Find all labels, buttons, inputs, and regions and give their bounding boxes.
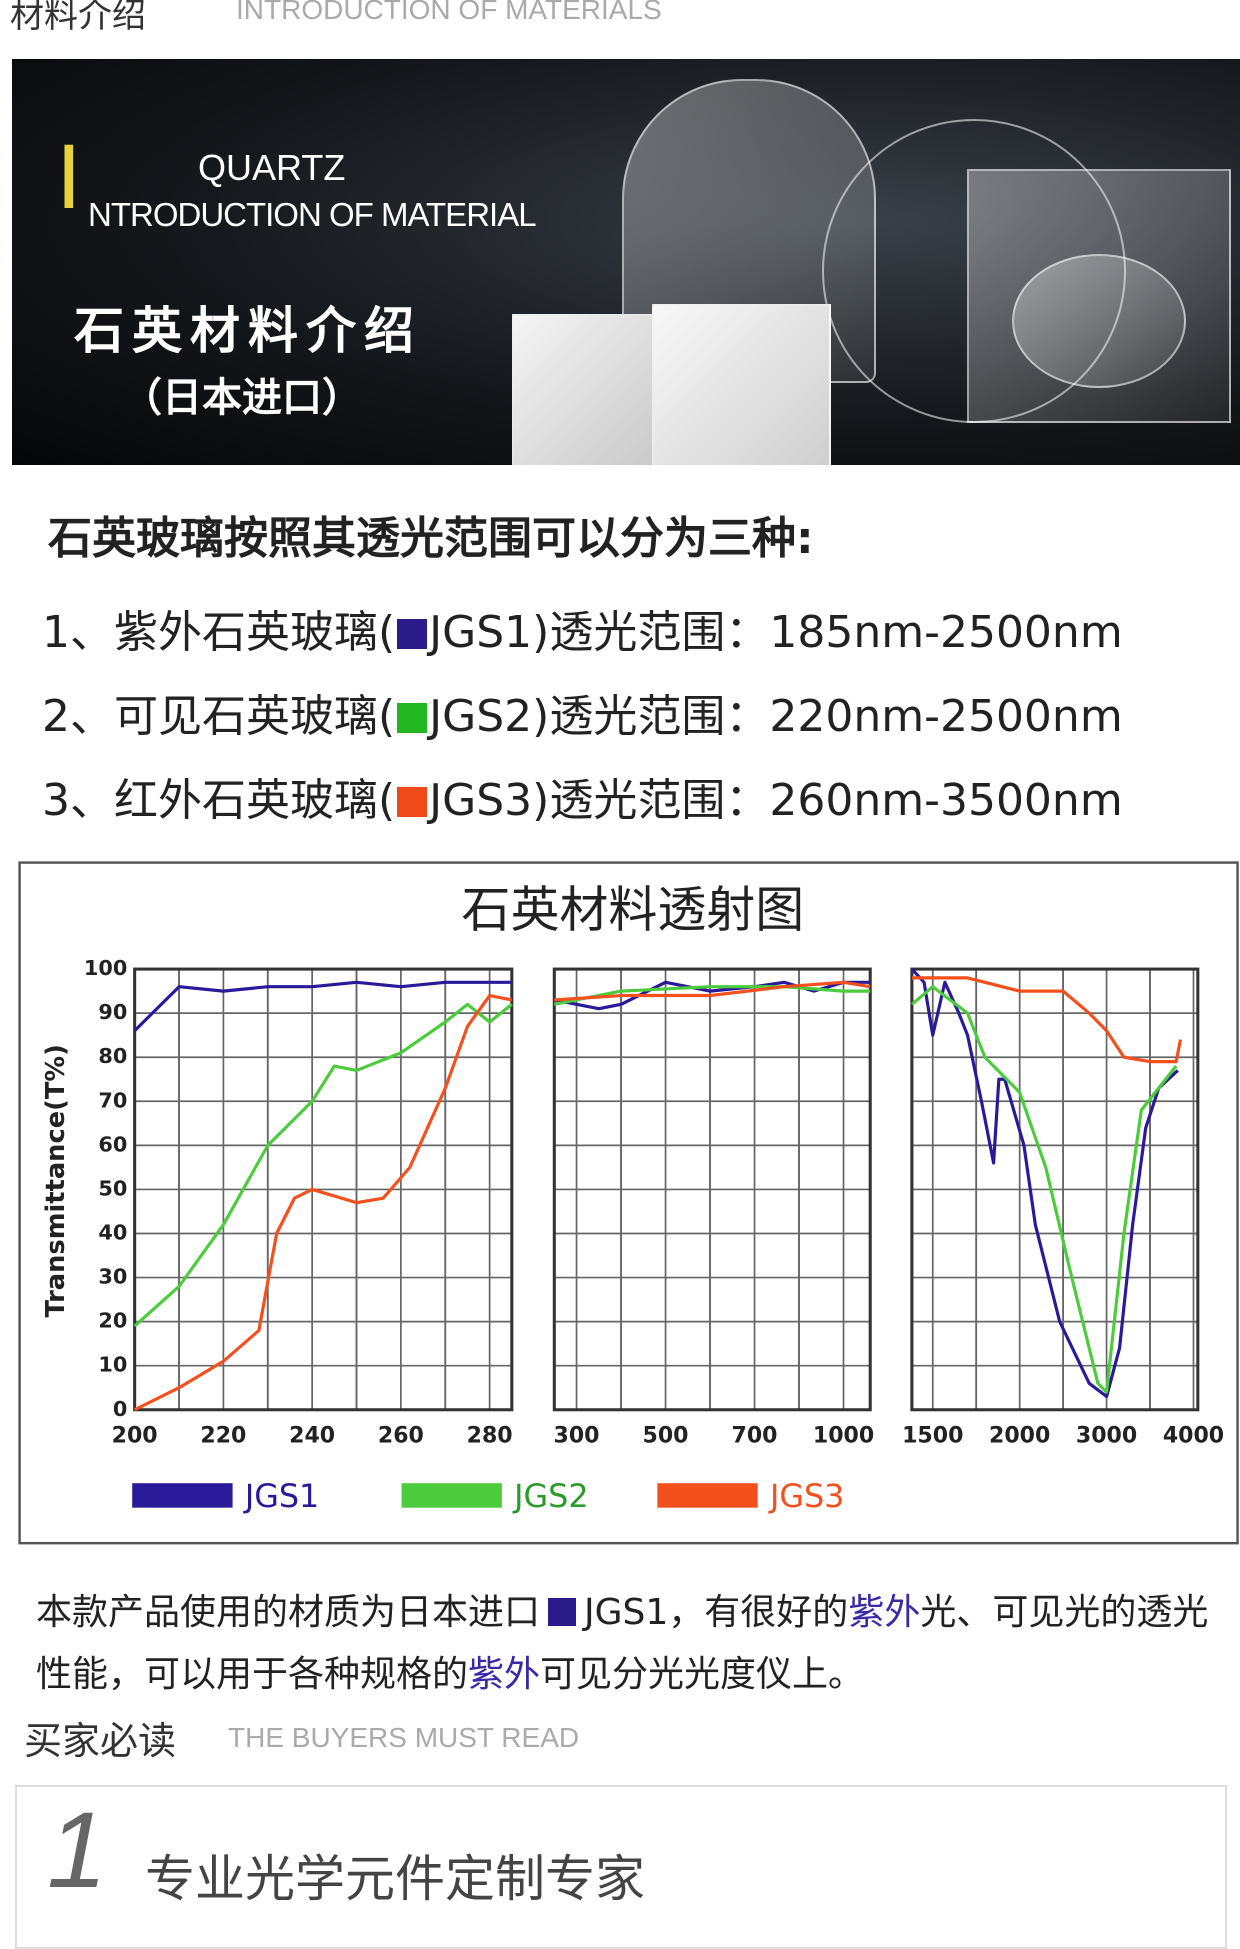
panel-frame: [910, 967, 1200, 1412]
x-tick-label: 4000: [1163, 1424, 1224, 1449]
legend-label: JGS3: [768, 1477, 844, 1515]
header-subtitle: INTRODUCTION OF MATERIALS: [236, 0, 662, 25]
item-swatch: [397, 703, 428, 733]
section2-subtitle: THE BUYERS MUST READ: [228, 1722, 580, 1753]
paragraph-text: 本款产品使用的材质为日本进口: [36, 1592, 541, 1633]
x-tick-label: 300: [554, 1424, 600, 1449]
y-tick-label: 60: [98, 1132, 127, 1156]
list-item: 2、可见石英玻璃( JGS2)透光范围：220nm-2500nm: [42, 680, 1123, 744]
item-prefix: 2、可见石英玻璃(: [42, 691, 396, 742]
x-tick-label: 1000: [813, 1424, 874, 1449]
glass-cube: [512, 314, 666, 465]
header-title: 材料介绍: [10, 0, 146, 36]
x-tick-label: 700: [732, 1424, 778, 1449]
y-tick-label: 20: [98, 1309, 127, 1333]
list-item: 1、紫外石英玻璃( JGS1)透光范围：185nm-2500nm: [42, 596, 1123, 660]
item-name: JGS1: [429, 607, 533, 658]
legend-swatch: [401, 1483, 502, 1508]
card-number: 1: [47, 1789, 108, 1910]
banner-initial: I: [56, 126, 82, 228]
paragraph-highlight: 紫外: [848, 1592, 921, 1633]
item-suffix: )透光范围：: [532, 775, 770, 826]
paragraph-text: 光、可见光的透光性能，可以用于各种规格的: [36, 1592, 1209, 1695]
series-line: [553, 985, 871, 1006]
chart: 石英材料透射图 Transmittance(T%) 200 220 240 260 28…: [18, 861, 1239, 1545]
item-swatch: [397, 619, 428, 649]
series-line: [910, 968, 1179, 1399]
series-line: [911, 976, 1183, 1064]
x-tick-label: 220: [200, 1424, 246, 1449]
series-line: [133, 993, 513, 1412]
legend-label: JGS1: [243, 1477, 319, 1515]
series-line: [133, 1002, 513, 1328]
banner: I QUARTZ NTRODUCTION OF MATERIAL 石英材料介绍 …: [12, 59, 1240, 465]
y-tick-label: 90: [98, 1000, 127, 1024]
x-tick-label: 260: [378, 1424, 424, 1449]
x-tick-label: 3000: [1076, 1424, 1137, 1449]
section2-title: 买家必读: [24, 1719, 177, 1763]
glass-ring: [1012, 254, 1186, 388]
x-tick-label: 2000: [989, 1424, 1050, 1449]
paragraph-text: JGS1: [584, 1592, 669, 1633]
banner-line1: QUARTZ: [198, 147, 346, 188]
card: 1 专业光学元件定制专家: [15, 1785, 1227, 1949]
x-tick-label: 240: [289, 1424, 335, 1449]
y-tick-label: 70: [98, 1088, 127, 1112]
item-range: 185nm-2500nm: [769, 607, 1123, 658]
paragraph: 本款产品使用的材质为日本进口 JGS1，有很好的紫外光、可见光的透光性能，可以用于…: [36, 1582, 1226, 1706]
legend-label: JGS2: [512, 1477, 588, 1515]
item-range: 260nm-3500nm: [769, 775, 1123, 826]
paragraph-highlight: 紫外: [468, 1654, 541, 1695]
item-suffix: )透光范围：: [532, 607, 770, 658]
item-prefix: 1、紫外石英玻璃(: [42, 607, 396, 658]
item-suffix: )透光范围：: [532, 691, 770, 742]
series-line: [910, 985, 1178, 1394]
panel-frame: [552, 967, 872, 1412]
y-tick-label: 40: [98, 1220, 127, 1244]
panel-frame: [133, 967, 514, 1412]
banner-line2: NTRODUCTION OF MATERIAL: [88, 196, 537, 233]
glass-cube: [652, 304, 831, 465]
x-tick-label: 500: [643, 1424, 689, 1449]
y-tick-label: 30: [98, 1265, 127, 1289]
paragraph-text: 可见分光光度仪上。: [540, 1654, 865, 1695]
x-tick-label: 1500: [902, 1424, 963, 1449]
x-tick-label: 200: [112, 1424, 158, 1449]
item-range: 220nm-2500nm: [769, 691, 1123, 742]
y-axis-label: Transmittance(T%): [41, 1044, 71, 1317]
y-tick-label: 0: [113, 1397, 127, 1421]
y-tick-label: 80: [98, 1044, 127, 1068]
list-item: 3、红外石英玻璃( JGS3)透光范围：260nm-3500nm: [42, 764, 1123, 828]
chart-title: 石英材料透射图: [462, 881, 805, 938]
y-tick-label: 10: [98, 1353, 127, 1377]
paragraph-text: ，有很好的: [668, 1592, 849, 1633]
banner-cn-sub: （日本进口）: [122, 374, 362, 421]
x-tick-label: 280: [467, 1424, 513, 1449]
legend-swatch: [657, 1483, 758, 1508]
series-line: [133, 980, 512, 1032]
swatch: [548, 1598, 577, 1626]
y-tick-label: 100: [84, 956, 127, 980]
banner-cn-title: 石英材料介绍: [74, 301, 422, 360]
series-line: [554, 980, 871, 1002]
card-text: 专业光学元件定制专家: [145, 1850, 645, 1908]
intro-heading: 石英玻璃按照其透光范围可以分为三种:: [48, 513, 814, 564]
plot: 200 220 240 260 280 300 500 700 1000 1500 2000 3000…: [84, 956, 1224, 1515]
y-tick-label: 50: [98, 1176, 127, 1200]
item-prefix: 3、红外石英玻璃(: [42, 775, 396, 826]
item-swatch: [397, 787, 428, 817]
legend-swatch: [132, 1483, 233, 1508]
item-name: JGS2: [429, 691, 533, 742]
item-name: JGS3: [429, 775, 533, 826]
